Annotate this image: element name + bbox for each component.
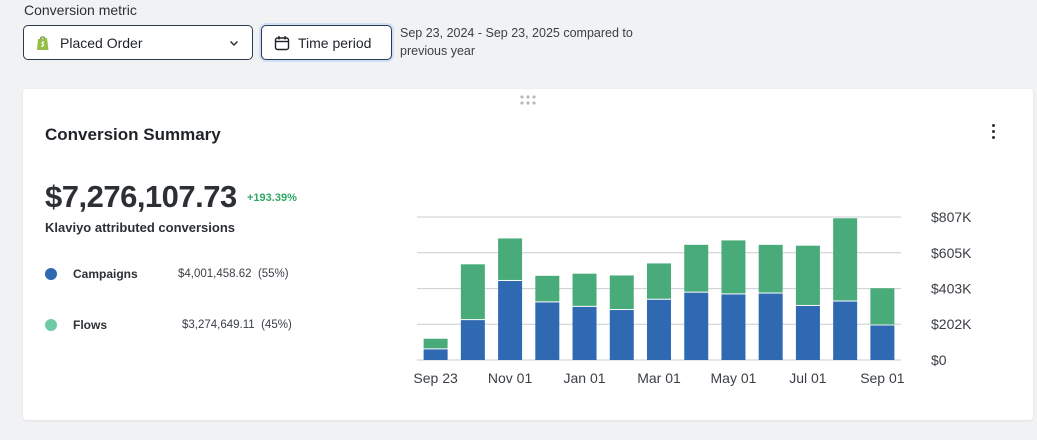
shopify-icon [37, 35, 49, 50]
bar-flows [684, 244, 709, 292]
x-tick-label: Jan 01 [564, 370, 606, 386]
bar-campaigns [870, 325, 895, 360]
bar-campaigns [795, 305, 820, 360]
bar-flows [609, 275, 634, 310]
bar-campaigns [684, 292, 709, 360]
bar-flows [870, 288, 895, 325]
legend-campaigns-amount: $4,001,458.62 (55%) [178, 268, 289, 280]
conversion-metric-label: Conversion metric [24, 2, 137, 18]
bar-flows [795, 245, 820, 305]
legend-flows-amount: $3,274,649.11 (45%) [182, 319, 292, 331]
campaigns-dot-icon [45, 268, 57, 280]
bar-flows [758, 244, 783, 293]
bar-flows [647, 263, 671, 299]
legend-campaigns: Campaigns $4,001,458.62 (55%) [45, 266, 305, 282]
conversion-metric-select[interactable]: Placed Order [23, 25, 253, 60]
chevron-down-icon [229, 40, 239, 46]
bar-flows [423, 338, 448, 349]
bar-campaigns [609, 310, 634, 360]
legend-flows: Flows $3,274,649.11 (45%) [45, 317, 305, 333]
bar-campaigns [423, 349, 448, 360]
flows-dot-icon [45, 319, 57, 331]
y-tick-label: $605K [931, 245, 972, 261]
more-options-icon[interactable] [985, 121, 1001, 141]
time-period-button[interactable]: Time period [261, 25, 392, 60]
x-tick-label: Mar 01 [637, 370, 681, 386]
x-tick-label: Nov 01 [488, 370, 533, 386]
card-title: Conversion Summary [45, 125, 221, 144]
legend-campaigns-name: Campaigns [73, 267, 138, 281]
change-percentage: +193.39% [247, 192, 297, 204]
x-tick-label: May 01 [711, 370, 757, 386]
conversion-summary-card: Conversion Summary $7,276,107.73 +193.39… [23, 89, 1033, 420]
y-tick-label: $202K [931, 316, 972, 332]
total-subtitle: Klaviyo attributed conversions [45, 220, 235, 235]
legend-flows-name: Flows [73, 318, 108, 332]
conversion-metric-value: Placed Order [60, 34, 143, 51]
y-tick-label: $0 [931, 352, 947, 368]
conversion-bar-chart: $0 $202K $403K $605K $807K Sep 23 Nov 01 Jan 01… [413, 209, 972, 386]
bar-flows [535, 275, 560, 302]
bar-campaigns [721, 294, 746, 360]
time-period-label: Time period [298, 34, 372, 51]
y-tick-label: $403K [931, 281, 972, 297]
bar-flows [498, 238, 523, 280]
bar-campaigns [833, 301, 858, 360]
y-tick-label: $807K [931, 209, 972, 225]
bar-campaigns [460, 320, 485, 360]
bar-campaigns [535, 302, 560, 360]
period-description: Sep 23, 2024 - Sep 23, 2025 compared to … [400, 26, 633, 58]
x-tick-label: Sep 23 [413, 370, 458, 386]
bar-campaigns [758, 293, 783, 360]
bar-campaigns [647, 299, 671, 360]
x-tick-label: Jul 01 [789, 370, 827, 386]
bar-campaigns [572, 306, 597, 360]
total-conversions-value: $7,276,107.73 [45, 179, 237, 214]
x-tick-label: Sep 01 [860, 370, 905, 386]
bar-campaigns [498, 280, 523, 360]
bar-flows [572, 273, 597, 306]
bar-flows [721, 240, 746, 294]
bar-flows [833, 218, 858, 301]
drag-handle-icon[interactable] [519, 94, 537, 106]
bar-flows [460, 264, 485, 320]
calendar-icon [274, 35, 290, 50]
